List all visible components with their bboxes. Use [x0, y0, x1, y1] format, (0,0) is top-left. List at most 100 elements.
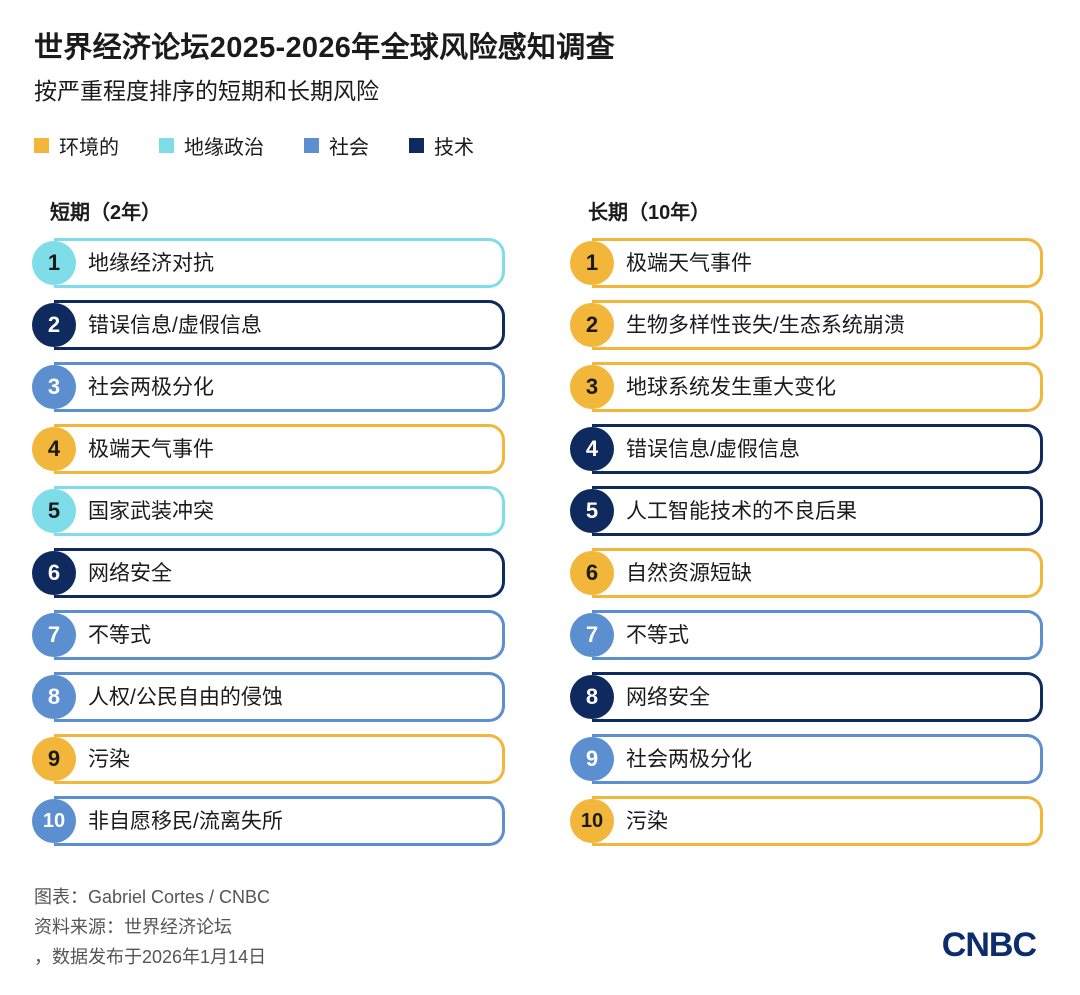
risk-label: 人工智能技术的不良后果 [626, 500, 857, 523]
legend-swatch-soc [304, 138, 319, 153]
legend-item-geo: 地缘政治 [159, 131, 264, 160]
long-term-item: 极端天气事件 1 [570, 238, 1044, 288]
rank-badge: 1 [570, 241, 614, 285]
risk-pill [592, 424, 1043, 474]
risk-pill [592, 238, 1043, 288]
long-term-item: 错误信息/虚假信息 4 [570, 424, 1044, 474]
long-term-item: 不等式 7 [570, 610, 1044, 660]
long-term-item: 网络安全 8 [570, 672, 1044, 722]
risk-pill [592, 362, 1043, 412]
legend-label-env: 环境的 [59, 137, 119, 159]
rank-badge: 3 [570, 365, 614, 409]
risk-pill [592, 486, 1043, 536]
risk-label: 不等式 [88, 624, 151, 647]
short-term-item: 网络安全 6 [32, 548, 506, 598]
risk-label: 极端天气事件 [88, 438, 214, 461]
legend-item-tech: 技术 [409, 131, 474, 160]
footer-date: ，数据发布于2026年1月14日 [34, 947, 267, 967]
risk-label: 污染 [88, 748, 130, 771]
long-term-title: 长期（10年） [588, 202, 711, 224]
short-term-item: 错误信息/虚假信息 2 [32, 300, 506, 350]
legend-swatch-tech [409, 138, 424, 153]
cnbc-logo: CNBC [941, 926, 1037, 964]
risk-pill [592, 610, 1043, 660]
rank-badge: 2 [570, 303, 614, 347]
footer-source: 资料来源：世界经济论坛 [34, 917, 232, 937]
short-term-item: 国家武装冲突 5 [32, 486, 506, 536]
risk-label: 社会两极分化 [626, 748, 752, 771]
risk-pill [592, 300, 1043, 350]
rank-badge: 4 [32, 427, 76, 471]
legend-label-tech: 技术 [434, 137, 474, 159]
risk-label: 污染 [626, 810, 668, 833]
risk-pill [54, 486, 505, 536]
short-term-item: 地缘经济对抗 1 [32, 238, 506, 288]
risk-label: 错误信息/虚假信息 [88, 314, 262, 337]
risk-pill [592, 734, 1043, 784]
legend: 环境的 地缘政治 社会 技术 [34, 131, 514, 160]
risk-pill [592, 796, 1043, 846]
rank-badge: 2 [32, 303, 76, 347]
risk-label: 地缘经济对抗 [88, 252, 214, 275]
rank-badge: 5 [32, 489, 76, 533]
short-term-item: 社会两极分化 3 [32, 362, 506, 412]
rank-badge: 8 [32, 675, 76, 719]
long-term-item: 人工智能技术的不良后果 5 [570, 486, 1044, 536]
rank-badge: 3 [32, 365, 76, 409]
risk-label: 极端天气事件 [626, 252, 752, 275]
short-term-item: 不等式 7 [32, 610, 506, 660]
chart-title: 世界经济论坛2025-2026年全球风险感知调查 [34, 32, 615, 64]
legend-item-env: 环境的 [34, 131, 119, 160]
chart-subtitle: 按严重程度排序的短期和长期风险 [34, 78, 379, 104]
rank-badge: 8 [570, 675, 614, 719]
risk-label: 错误信息/虚假信息 [626, 438, 800, 461]
risk-pill [54, 734, 505, 784]
long-term-item: 污染 10 [570, 796, 1044, 846]
risk-label: 生物多样性丧失/生态系统崩溃 [626, 314, 905, 337]
long-term-item: 生物多样性丧失/生态系统崩溃 2 [570, 300, 1044, 350]
risk-label: 人权/公民自由的侵蚀 [88, 686, 283, 709]
risk-pill [54, 362, 505, 412]
risk-label: 地球系统发生重大变化 [626, 376, 836, 399]
risk-label: 不等式 [626, 624, 689, 647]
legend-label-soc: 社会 [329, 137, 369, 159]
legend-swatch-env [34, 138, 49, 153]
risk-pill [592, 672, 1043, 722]
rank-badge: 9 [570, 737, 614, 781]
risk-label: 国家武装冲突 [88, 500, 214, 523]
long-term-item: 社会两极分化 9 [570, 734, 1044, 784]
risk-pill [54, 672, 505, 722]
rank-badge: 10 [570, 799, 614, 843]
risk-pill [54, 424, 505, 474]
long-term-item: 地球系统发生重大变化 3 [570, 362, 1044, 412]
rank-badge: 1 [32, 241, 76, 285]
rank-badge: 7 [570, 613, 614, 657]
risk-pill [54, 796, 505, 846]
rank-badge: 10 [32, 799, 76, 843]
risk-label: 自然资源短缺 [626, 562, 752, 585]
short-term-title: 短期（2年） [50, 202, 162, 224]
short-term-item: 人权/公民自由的侵蚀 8 [32, 672, 506, 722]
rank-badge: 6 [570, 551, 614, 595]
rank-badge: 6 [32, 551, 76, 595]
long-term-item: 自然资源短缺 6 [570, 548, 1044, 598]
short-term-item: 污染 9 [32, 734, 506, 784]
legend-swatch-geo [159, 138, 174, 153]
rank-badge: 7 [32, 613, 76, 657]
short-term-item: 极端天气事件 4 [32, 424, 506, 474]
risk-label: 网络安全 [626, 686, 710, 709]
rank-badge: 9 [32, 737, 76, 781]
risk-pill [54, 238, 505, 288]
legend-item-soc: 社会 [304, 131, 369, 160]
risk-label: 网络安全 [88, 562, 172, 585]
risk-label: 社会两极分化 [88, 376, 214, 399]
risk-pill [54, 548, 505, 598]
rank-badge: 5 [570, 489, 614, 533]
risk-label: 非自愿移民/流离失所 [88, 810, 283, 833]
risk-pill [592, 548, 1043, 598]
legend-label-geo: 地缘政治 [184, 137, 264, 159]
risk-pill [54, 300, 505, 350]
rank-badge: 4 [570, 427, 614, 471]
footer-credit: 图表：Gabriel Cortes / CNBC [34, 887, 271, 907]
risk-pill [54, 610, 505, 660]
